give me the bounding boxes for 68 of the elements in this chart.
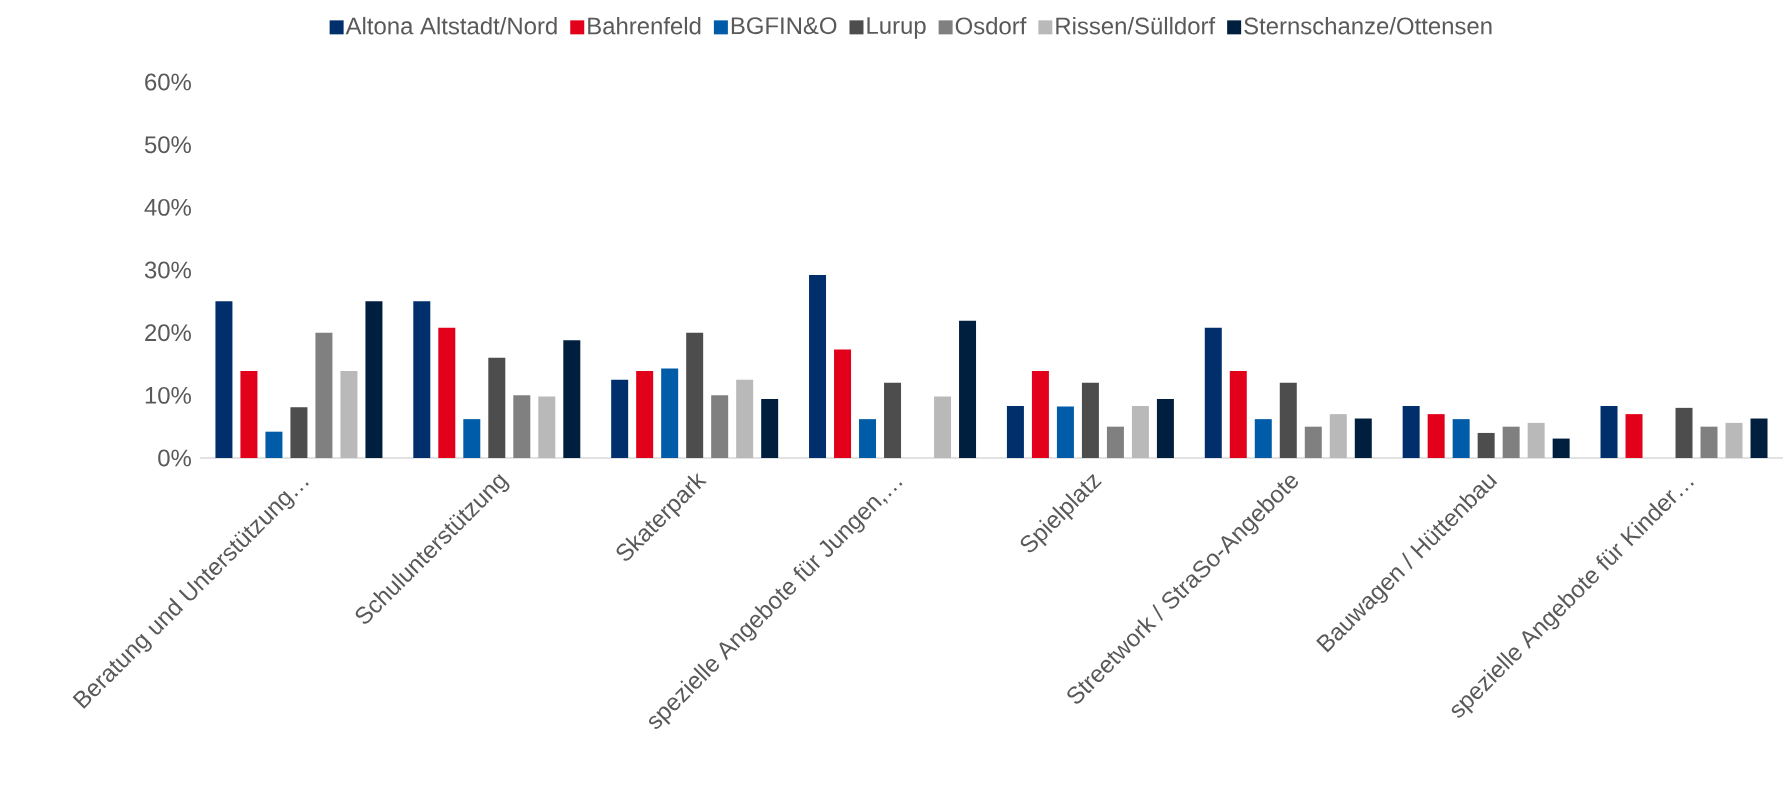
bar	[1229, 370, 1247, 458]
legend-label: Rissen/Sülldorf	[1056, 16, 1216, 35]
bar	[538, 396, 556, 458]
bar	[240, 370, 258, 458]
bar	[265, 431, 283, 458]
y-tick-label: 20%	[145, 324, 191, 342]
y-tick-label: 40%	[144, 198, 191, 216]
bar	[340, 370, 358, 458]
bar	[1204, 327, 1222, 458]
bar	[1477, 432, 1495, 458]
bar	[1006, 405, 1024, 458]
bar	[736, 379, 754, 458]
bar	[1056, 406, 1074, 458]
bar	[1156, 399, 1174, 458]
bar	[611, 379, 629, 458]
bar	[1600, 405, 1618, 458]
bar	[1725, 422, 1743, 458]
bar	[290, 407, 308, 458]
bar	[488, 357, 506, 458]
bar	[661, 368, 679, 458]
bar	[1427, 414, 1445, 458]
bar	[1081, 382, 1099, 458]
bar	[1452, 419, 1470, 458]
legend-label: Sternschanze/Ottensen	[1244, 16, 1492, 35]
legend-label: BGFIN&O	[731, 17, 837, 35]
bar	[1700, 426, 1718, 458]
bar	[1354, 418, 1372, 458]
legend-label: Osdorf	[955, 16, 1027, 35]
bar	[1750, 418, 1768, 458]
bar	[438, 327, 456, 458]
y-tick-label: 0%	[158, 449, 191, 467]
bar	[686, 332, 704, 458]
bar	[959, 320, 977, 458]
bar	[315, 332, 333, 458]
bar	[215, 301, 233, 458]
bar	[1625, 414, 1643, 458]
bar	[1502, 426, 1520, 458]
bar	[563, 340, 581, 458]
bar	[1106, 426, 1124, 458]
bar	[513, 395, 531, 458]
bar	[884, 382, 902, 458]
y-tick-label: 30%	[144, 261, 191, 279]
bar	[1402, 405, 1420, 458]
bar	[1552, 438, 1570, 458]
y-tick-label: 60%	[145, 73, 191, 91]
bar	[1031, 370, 1049, 458]
legend-label: Lurup	[867, 17, 926, 39]
bar	[1675, 407, 1693, 458]
bar	[834, 349, 852, 458]
legend-label: Bahrenfeld	[588, 16, 701, 35]
bar	[413, 301, 431, 458]
bar	[463, 419, 481, 458]
bar	[636, 370, 654, 458]
bar	[859, 419, 877, 458]
bar	[809, 275, 827, 458]
legend-label: Altona Altstadt/Nord	[345, 16, 557, 35]
y-tick-label: 50%	[144, 136, 191, 154]
bar	[1304, 426, 1322, 458]
bar	[711, 395, 729, 458]
bar	[934, 396, 952, 458]
bar	[761, 399, 779, 458]
bar	[1254, 419, 1272, 458]
bar	[1131, 405, 1149, 458]
bar	[365, 301, 383, 458]
bar	[1279, 382, 1297, 458]
y-tick-label: 10%	[145, 386, 191, 404]
bar	[1329, 414, 1347, 458]
bar	[1527, 422, 1545, 458]
